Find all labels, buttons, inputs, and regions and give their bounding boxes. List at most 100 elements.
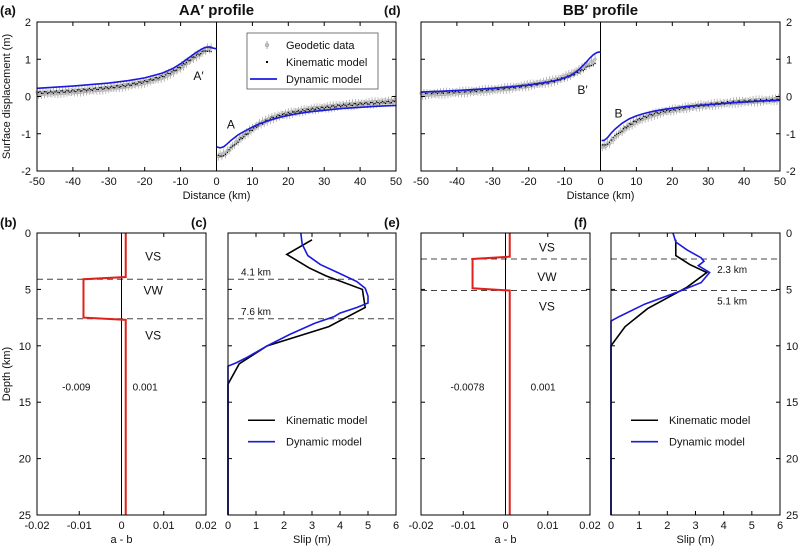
- y-tick-label: 0: [786, 92, 792, 104]
- kinematic-point: [448, 91, 451, 94]
- kinematic-point: [776, 98, 778, 100]
- kinematic-point: [133, 82, 135, 84]
- kinematic-point: [531, 85, 533, 87]
- kinematic-point: [338, 104, 340, 106]
- kinematic-point: [765, 98, 768, 100]
- kinematic-point: [160, 75, 162, 77]
- kinematic-point: [619, 131, 621, 134]
- x-tick-label: 0: [608, 520, 614, 532]
- kinematic-point: [126, 84, 128, 86]
- kinematic-point: [459, 91, 461, 94]
- kinematic-point: [753, 99, 756, 101]
- y-axis-label: Surface displacement (m): [1, 34, 13, 159]
- plot-frame: [610, 232, 781, 516]
- kinematic-point: [187, 59, 189, 61]
- kinematic-point: [347, 103, 349, 106]
- kinematic-point: [93, 88, 95, 90]
- kinematic-point: [257, 125, 259, 127]
- kinematic-point: [96, 88, 98, 91]
- kinematic-point: [168, 72, 170, 75]
- x-axis-label: Slip (m): [293, 534, 331, 546]
- kinematic-point: [384, 102, 387, 104]
- kinematic-point: [156, 77, 158, 79]
- x-tick-label: -0.02: [408, 520, 433, 532]
- kinematic-point: [106, 87, 108, 89]
- kinematic-point: [453, 92, 455, 94]
- y-tick-label: 10: [786, 341, 798, 353]
- kinematic-point: [572, 74, 574, 76]
- kinematic-point: [162, 75, 164, 78]
- kinematic-point: [151, 79, 153, 81]
- kinematic-point: [343, 103, 345, 105]
- kinematic-point: [84, 88, 86, 91]
- kinematic-point: [380, 101, 382, 104]
- kinematic-point: [492, 89, 494, 91]
- kinematic-point: [680, 107, 682, 109]
- kinematic-point: [635, 121, 637, 123]
- annotation: A: [227, 117, 235, 131]
- kinematic-point: [390, 102, 393, 104]
- kinematic-point: [340, 106, 342, 108]
- kinematic-point: [319, 108, 321, 110]
- kinematic-point: [617, 132, 620, 134]
- kinematic-point: [465, 91, 467, 93]
- panel-label: (b): [0, 215, 17, 230]
- x-tick-label: -10: [557, 176, 573, 188]
- x-tick-label: 30: [702, 176, 714, 188]
- kinematic-point: [37, 91, 40, 93]
- annotation: 2.3 km: [717, 265, 747, 276]
- kinematic-point: [640, 118, 642, 121]
- geodetic-point: [600, 145, 604, 149]
- kinematic-point: [40, 92, 43, 94]
- kinematic-point: [700, 103, 702, 105]
- kinematic-point: [371, 101, 373, 104]
- kinematic-point: [355, 103, 357, 105]
- kinematic-point: [304, 110, 307, 112]
- kinematic-point: [42, 92, 44, 94]
- kinematic-point: [647, 115, 649, 117]
- y-tick-label: 25: [786, 510, 798, 522]
- panel-label: (a): [0, 3, 16, 18]
- kinematic-point: [124, 86, 126, 88]
- y-tick-label: 10: [19, 341, 31, 353]
- kinematic-point: [269, 118, 271, 120]
- kinematic-point: [299, 111, 301, 113]
- kinematic-point: [66, 89, 68, 91]
- kinematic-point: [69, 91, 71, 93]
- kinematic-point: [246, 133, 248, 135]
- kinematic-point: [135, 83, 137, 85]
- kinematic-point: [687, 106, 689, 108]
- kinematic-point: [498, 88, 500, 91]
- y-tick-label: -2: [786, 166, 796, 178]
- kinematic-point: [369, 101, 372, 104]
- kinematic-point: [314, 108, 317, 110]
- kinematic-point: [109, 86, 111, 88]
- annotation: 4.1 km: [241, 267, 271, 278]
- series-dynamic-model: [216, 104, 397, 149]
- kinematic-point: [614, 135, 616, 137]
- kinematic-point: [303, 110, 305, 112]
- x-tick-label: -10: [173, 176, 189, 188]
- kinematic-point: [136, 83, 138, 85]
- kinematic-point: [594, 62, 596, 65]
- kinematic-point: [603, 144, 605, 146]
- kinematic-point: [203, 50, 205, 52]
- legend-entry: Dynamic model: [286, 437, 362, 449]
- y-tick-label: 0: [786, 228, 792, 240]
- kinematic-point: [121, 84, 123, 86]
- kinematic-point: [582, 69, 584, 72]
- kinematic-point: [584, 68, 586, 70]
- kinematic-point: [625, 127, 627, 129]
- kinematic-point: [457, 91, 459, 93]
- x-tick-label: 5: [749, 520, 755, 532]
- kinematic-point: [673, 109, 675, 111]
- kinematic-point: [713, 104, 715, 106]
- kinematic-point: [435, 91, 437, 93]
- kinematic-point: [78, 88, 80, 91]
- kinematic-point: [337, 104, 339, 106]
- series-a-b: [471, 233, 511, 515]
- kinematic-point: [190, 59, 192, 61]
- kinematic-point: [174, 70, 176, 72]
- kinematic-point: [208, 50, 210, 52]
- kinematic-point: [51, 91, 53, 93]
